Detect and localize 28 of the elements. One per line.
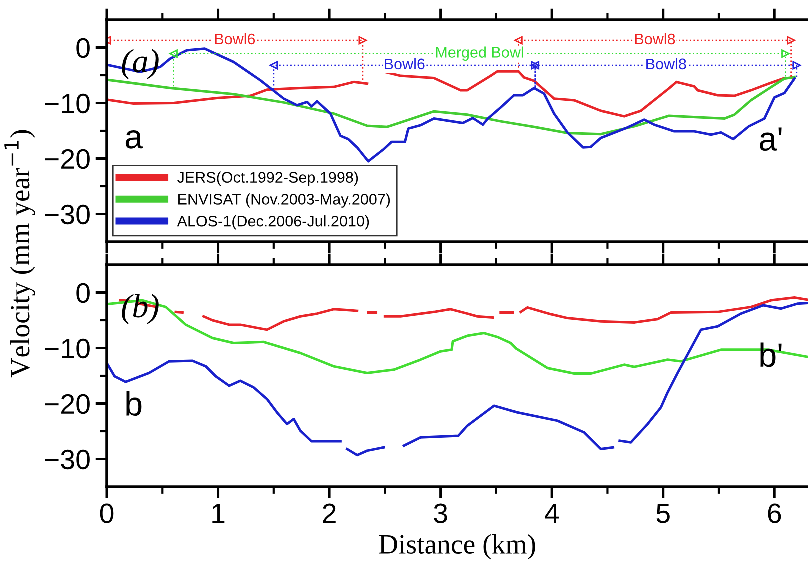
x-tick-label: 4 (544, 504, 559, 524)
y-tick-label: −10 (45, 94, 90, 114)
legend-label: ENVISAT (Nov.2003-May.2007) (178, 194, 390, 208)
series-label: Bowl6 (215, 33, 256, 45)
series-label: Bowl8 (646, 58, 686, 70)
x-tick-label: 1 (212, 504, 225, 524)
y-tick-label: −20 (45, 394, 90, 414)
series-label: Merged Bowl (436, 46, 524, 61)
y-tick-label: 0 (76, 38, 90, 58)
y-tick-label: −30 (45, 450, 90, 470)
legend-label: ALOS-1(Dec.2006-Jul.2010) (177, 216, 370, 230)
annotation: b (126, 392, 142, 416)
y-tick-label: −10 (45, 338, 90, 359)
annotation: a' (760, 128, 782, 152)
series-label: Bowl8 (635, 33, 676, 45)
x-tick-label: 3 (434, 504, 448, 524)
y-axis-title: Velocity (mm year$^{−1}$) (4, 130, 36, 378)
x-tick-label: 6 (768, 504, 782, 524)
legend-label: JERS(Oct.1992-Sep.1998) (178, 172, 358, 186)
series-label: Bowl6 (385, 58, 425, 70)
y-tick-label: −30 (45, 204, 90, 225)
annotation: a (126, 130, 144, 149)
x-tick-label: 0 (100, 504, 114, 524)
x-tick-label: 5 (656, 504, 670, 524)
y-tick-label: 0 (76, 283, 90, 304)
x-axis-title: Distance (km) (379, 534, 536, 560)
x-tick-label: 2 (323, 504, 336, 524)
y-tick-label: −20 (45, 149, 90, 170)
